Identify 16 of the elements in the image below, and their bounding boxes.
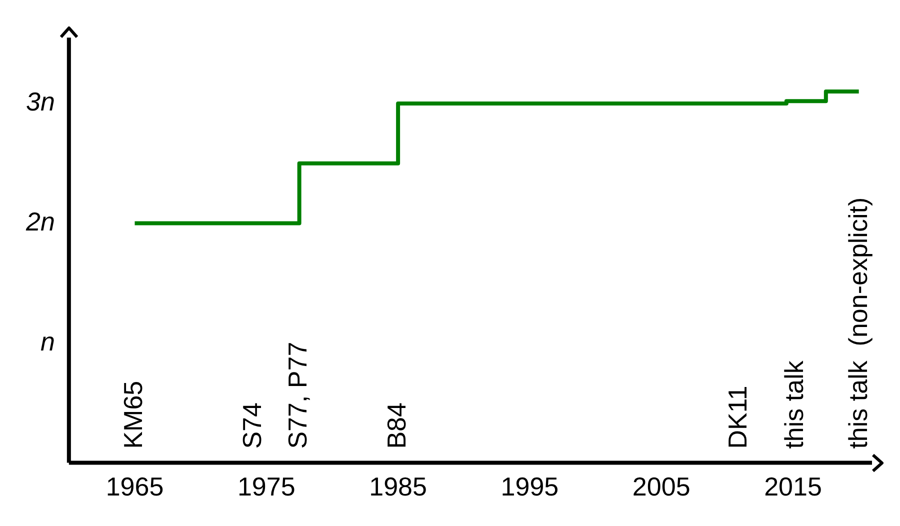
- annotation: S77, P77: [282, 342, 313, 449]
- annotation: B84: [381, 402, 412, 449]
- annotation: DK11: [722, 386, 753, 449]
- x-tick-label: 1985: [369, 472, 427, 502]
- x-tick-label: 2015: [764, 472, 822, 502]
- annotation: this talk (non-explicit): [843, 197, 874, 449]
- y-tick-label: 3n: [26, 86, 55, 117]
- annotation: KM65: [118, 380, 148, 449]
- annotation: this talk: [778, 360, 809, 449]
- annotation: S74: [236, 402, 267, 449]
- x-tick-label: 1995: [500, 472, 559, 502]
- x-tick-label: 1975: [237, 472, 296, 502]
- x-tick-label: 1965: [106, 472, 164, 502]
- x-tick-label: 2005: [632, 472, 690, 502]
- y-tick-label: n: [40, 326, 55, 356]
- y-tick-label: 2n: [25, 206, 55, 236]
